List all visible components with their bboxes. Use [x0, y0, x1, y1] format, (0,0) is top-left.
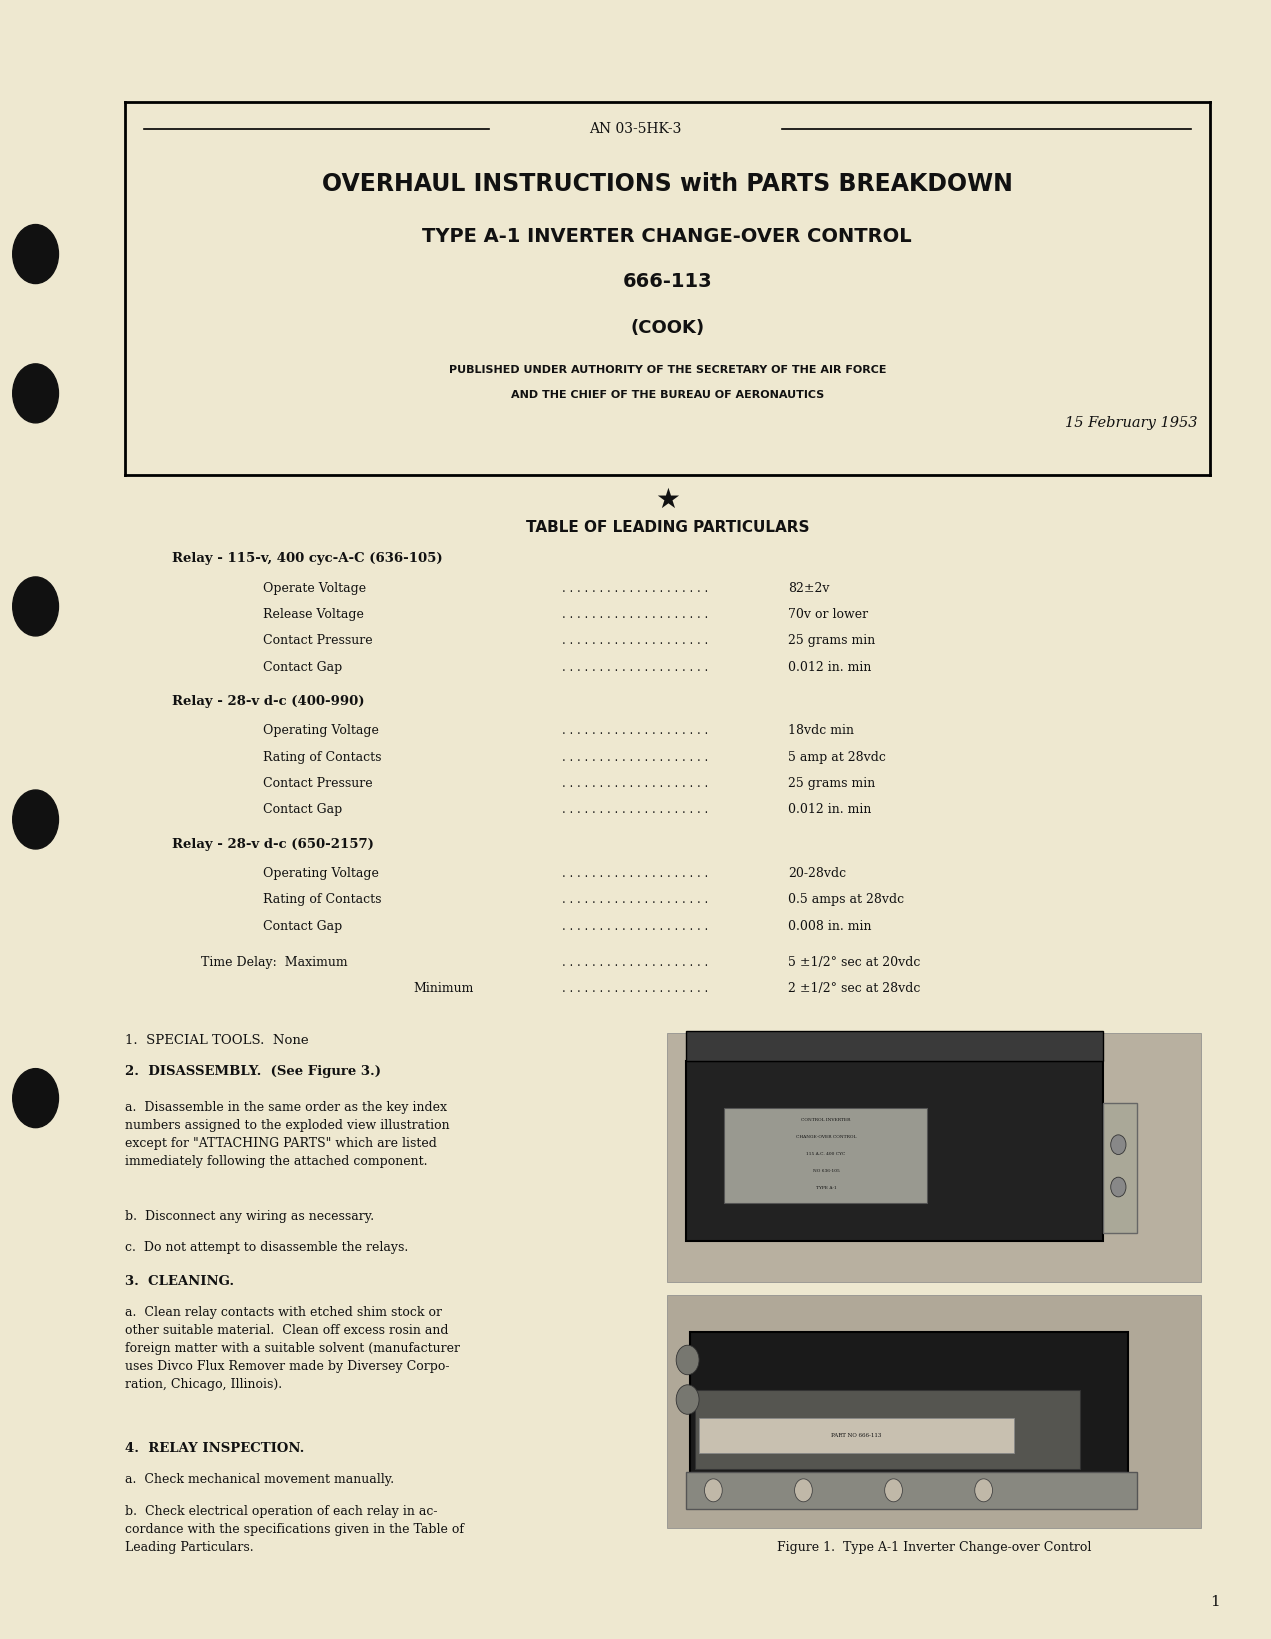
- Circle shape: [885, 1478, 902, 1501]
- Text: 3.  CLEANING.: 3. CLEANING.: [125, 1275, 234, 1288]
- Text: 0.5 amps at 28vdc: 0.5 amps at 28vdc: [788, 893, 904, 906]
- Text: c.  Do not attempt to disassemble the relays.: c. Do not attempt to disassemble the rel…: [125, 1241, 408, 1254]
- Text: . . . . . . . . . . . . . . . . . . . .: . . . . . . . . . . . . . . . . . . . .: [562, 661, 709, 674]
- Text: . . . . . . . . . . . . . . . . . . . .: . . . . . . . . . . . . . . . . . . . .: [562, 634, 709, 647]
- Bar: [686, 1031, 1103, 1062]
- Text: TABLE OF LEADING PARTICULARS: TABLE OF LEADING PARTICULARS: [525, 520, 810, 536]
- Text: 2 ±1/2° sec at 28vdc: 2 ±1/2° sec at 28vdc: [788, 982, 920, 995]
- Text: Operating Voltage: Operating Voltage: [263, 867, 379, 880]
- Text: a.  Clean relay contacts with etched shim stock or
other suitable material.  Cle: a. Clean relay contacts with etched shim…: [125, 1306, 460, 1392]
- Circle shape: [1111, 1134, 1126, 1154]
- Text: CHANGE-OVER CONTROL: CHANGE-OVER CONTROL: [796, 1136, 857, 1139]
- Text: b.  Disconnect any wiring as necessary.: b. Disconnect any wiring as necessary.: [125, 1210, 374, 1223]
- Text: 1: 1: [1210, 1595, 1220, 1609]
- Text: . . . . . . . . . . . . . . . . . . . .: . . . . . . . . . . . . . . . . . . . .: [562, 803, 709, 816]
- Text: Contact Pressure: Contact Pressure: [263, 777, 372, 790]
- Text: 0.012 in. min: 0.012 in. min: [788, 803, 872, 816]
- Text: . . . . . . . . . . . . . . . . . . . .: . . . . . . . . . . . . . . . . . . . .: [562, 982, 709, 995]
- Bar: [724, 1108, 928, 1203]
- Text: 25 grams min: 25 grams min: [788, 777, 876, 790]
- Text: 4.  RELAY INSPECTION.: 4. RELAY INSPECTION.: [125, 1442, 304, 1455]
- Text: . . . . . . . . . . . . . . . . . . . .: . . . . . . . . . . . . . . . . . . . .: [562, 893, 709, 906]
- Text: TYPE A-1 INVERTER CHANGE-OVER CONTROL: TYPE A-1 INVERTER CHANGE-OVER CONTROL: [422, 226, 913, 246]
- Text: OVERHAUL INSTRUCTIONS with PARTS BREAKDOWN: OVERHAUL INSTRUCTIONS with PARTS BREAKDO…: [322, 172, 1013, 195]
- Text: CONTROL INVERTER: CONTROL INVERTER: [801, 1118, 850, 1123]
- Text: Contact Pressure: Contact Pressure: [263, 634, 372, 647]
- Text: Relay - 115-v, 400 cyc-A-C (636-105): Relay - 115-v, 400 cyc-A-C (636-105): [172, 552, 442, 565]
- Text: Contact Gap: Contact Gap: [263, 919, 342, 933]
- Text: (COOK): (COOK): [630, 320, 704, 336]
- Text: 0.008 in. min: 0.008 in. min: [788, 919, 872, 933]
- Text: 82±2v: 82±2v: [788, 582, 830, 595]
- Text: Rating of Contacts: Rating of Contacts: [263, 893, 381, 906]
- Text: 25 grams min: 25 grams min: [788, 634, 876, 647]
- Text: . . . . . . . . . . . . . . . . . . . .: . . . . . . . . . . . . . . . . . . . .: [562, 867, 709, 880]
- Text: Contact Gap: Contact Gap: [263, 803, 342, 816]
- Text: a.  Disassemble in the same order as the key index
numbers assigned to the explo: a. Disassemble in the same order as the …: [125, 1101, 449, 1169]
- Text: . . . . . . . . . . . . . . . . . . . .: . . . . . . . . . . . . . . . . . . . .: [562, 919, 709, 933]
- Text: TYPE A-1: TYPE A-1: [816, 1187, 836, 1190]
- Text: Time Delay:  Maximum: Time Delay: Maximum: [201, 956, 347, 969]
- Text: 5 ±1/2° sec at 20vdc: 5 ±1/2° sec at 20vdc: [788, 956, 920, 969]
- Text: 0.012 in. min: 0.012 in. min: [788, 661, 872, 674]
- Text: 15 February 1953: 15 February 1953: [1065, 416, 1197, 429]
- Bar: [1103, 1103, 1138, 1233]
- Bar: [667, 1295, 1201, 1528]
- Text: Relay - 28-v d-c (400-990): Relay - 28-v d-c (400-990): [172, 695, 364, 708]
- Text: Figure 1.  Type A-1 Inverter Change-over Control: Figure 1. Type A-1 Inverter Change-over …: [777, 1541, 1092, 1554]
- Text: Contact Gap: Contact Gap: [263, 661, 342, 674]
- Bar: [686, 1062, 1103, 1241]
- Text: 70v or lower: 70v or lower: [788, 608, 868, 621]
- Circle shape: [1111, 1177, 1126, 1196]
- Circle shape: [13, 1069, 58, 1128]
- Text: . . . . . . . . . . . . . . . . . . . .: . . . . . . . . . . . . . . . . . . . .: [562, 582, 709, 595]
- Circle shape: [13, 577, 58, 636]
- Text: PUBLISHED UNDER AUTHORITY OF THE SECRETARY OF THE AIR FORCE: PUBLISHED UNDER AUTHORITY OF THE SECRETA…: [449, 365, 886, 375]
- Text: . . . . . . . . . . . . . . . . . . . .: . . . . . . . . . . . . . . . . . . . .: [562, 724, 709, 738]
- Text: AND THE CHIEF OF THE BUREAU OF AERONAUTICS: AND THE CHIEF OF THE BUREAU OF AERONAUTI…: [511, 390, 824, 400]
- Text: Operate Voltage: Operate Voltage: [263, 582, 366, 595]
- Text: 1.  SPECIAL TOOLS.  None: 1. SPECIAL TOOLS. None: [125, 1034, 308, 1047]
- Text: . . . . . . . . . . . . . . . . . . . .: . . . . . . . . . . . . . . . . . . . .: [562, 608, 709, 621]
- Text: 666-113: 666-113: [623, 272, 712, 292]
- Bar: [667, 1033, 1201, 1282]
- Text: . . . . . . . . . . . . . . . . . . . .: . . . . . . . . . . . . . . . . . . . .: [562, 751, 709, 764]
- Circle shape: [13, 225, 58, 284]
- Bar: [690, 1333, 1127, 1477]
- Bar: [686, 1472, 1136, 1510]
- Bar: [699, 1418, 1014, 1454]
- Circle shape: [676, 1385, 699, 1414]
- Text: a.  Check mechanical movement manually.: a. Check mechanical movement manually.: [125, 1473, 394, 1487]
- Circle shape: [13, 790, 58, 849]
- Text: AN 03-5HK-3: AN 03-5HK-3: [590, 123, 681, 136]
- Text: Release Voltage: Release Voltage: [263, 608, 364, 621]
- Text: PART NO 666-113: PART NO 666-113: [831, 1432, 882, 1439]
- Text: 18vdc min: 18vdc min: [788, 724, 854, 738]
- Text: . . . . . . . . . . . . . . . . . . . .: . . . . . . . . . . . . . . . . . . . .: [562, 956, 709, 969]
- Text: 2.  DISASSEMBLY.  (See Figure 3.): 2. DISASSEMBLY. (See Figure 3.): [125, 1065, 380, 1078]
- Text: Rating of Contacts: Rating of Contacts: [263, 751, 381, 764]
- Text: 5 amp at 28vdc: 5 amp at 28vdc: [788, 751, 886, 764]
- Text: b.  Check electrical operation of each relay in ac-
cordance with the specificat: b. Check electrical operation of each re…: [125, 1505, 464, 1554]
- Text: ★: ★: [655, 485, 680, 515]
- Circle shape: [676, 1346, 699, 1375]
- Bar: [695, 1390, 1080, 1469]
- Text: NO 636-105: NO 636-105: [812, 1169, 839, 1174]
- Text: . . . . . . . . . . . . . . . . . . . .: . . . . . . . . . . . . . . . . . . . .: [562, 777, 709, 790]
- Circle shape: [975, 1478, 993, 1501]
- Text: Minimum: Minimum: [413, 982, 474, 995]
- Text: 20-28vdc: 20-28vdc: [788, 867, 846, 880]
- Text: Operating Voltage: Operating Voltage: [263, 724, 379, 738]
- Circle shape: [704, 1478, 722, 1501]
- Text: 115 A.C. 400 CYC: 115 A.C. 400 CYC: [806, 1152, 845, 1155]
- Circle shape: [13, 364, 58, 423]
- Circle shape: [794, 1478, 812, 1501]
- Text: Relay - 28-v d-c (650-2157): Relay - 28-v d-c (650-2157): [172, 838, 374, 851]
